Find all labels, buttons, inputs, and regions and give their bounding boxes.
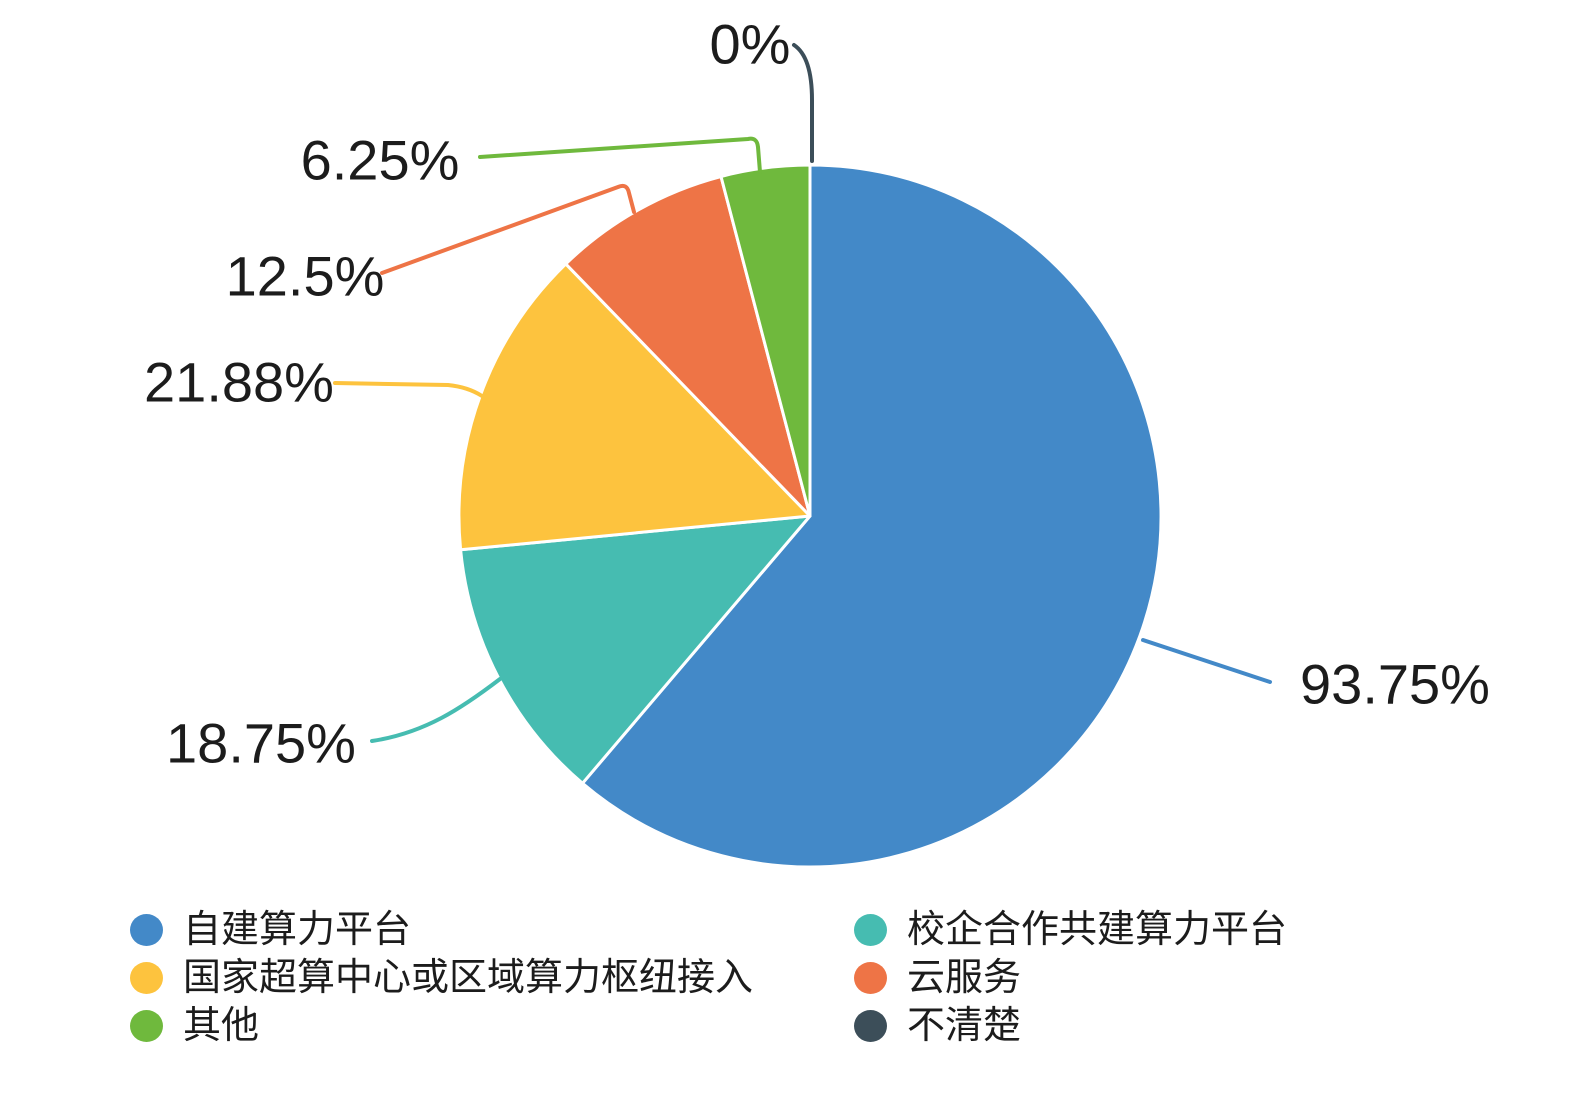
legend-label: 云服务 — [907, 957, 1022, 999]
legend-dot-icon — [854, 1010, 887, 1042]
pie-slice-4 — [719, 163, 812, 518]
callout-line-2 — [333, 381, 484, 398]
callout-line-0 — [1141, 638, 1272, 684]
legend-column-right: 校企合作共建算力平台 云服务 不清楚 — [854, 906, 1287, 1050]
callout-line-4 — [478, 136, 762, 174]
legend-dot-icon — [130, 962, 163, 994]
legend-item-school-enterprise-platform: 校企合作共建算力平台 — [854, 906, 1287, 954]
legend-item-national-supercomputing-access: 国家超算中心或区域算力枢纽接入 — [130, 954, 753, 1002]
callout-label-self-built-platform: 93.75% — [1300, 652, 1490, 716]
legend-label: 校企合作共建算力平台 — [907, 909, 1288, 951]
legend-dot-icon — [130, 1010, 163, 1042]
legend-item-others: 其他 — [130, 1002, 753, 1050]
pie-slice-3 — [564, 175, 812, 518]
legend-label: 国家超算中心或区域算力枢纽接入 — [183, 957, 754, 999]
callout-line-5 — [792, 43, 814, 163]
legend-column-left: 自建算力平台 国家超算中心或区域算力枢纽接入 其他 — [130, 906, 753, 1050]
legend-dot-icon — [854, 962, 887, 994]
legend-dot-icon — [130, 914, 163, 946]
pie-slice-0 — [581, 163, 1163, 869]
legend-label: 不清楚 — [907, 1005, 1022, 1047]
legend-item-unclear: 不清楚 — [854, 1002, 1287, 1050]
callout-label-cloud-services: 12.5% — [225, 244, 385, 308]
callout-label-others: 6.25% — [300, 128, 460, 192]
legend-item-cloud-services: 云服务 — [854, 954, 1287, 1002]
callout-line-1 — [370, 677, 502, 743]
callout-label-school-enterprise-platform: 18.75% — [166, 711, 356, 775]
callout-line-3 — [380, 183, 636, 275]
callout-label-national-supercomputing-access: 21.88% — [144, 350, 334, 414]
legend-dot-icon — [854, 914, 887, 946]
legend-label: 其他 — [183, 1005, 260, 1047]
legend-item-self-built-platform: 自建算力平台 — [130, 906, 753, 954]
callout-label-unclear: 0% — [709, 12, 791, 76]
legend-label: 自建算力平台 — [183, 909, 412, 951]
